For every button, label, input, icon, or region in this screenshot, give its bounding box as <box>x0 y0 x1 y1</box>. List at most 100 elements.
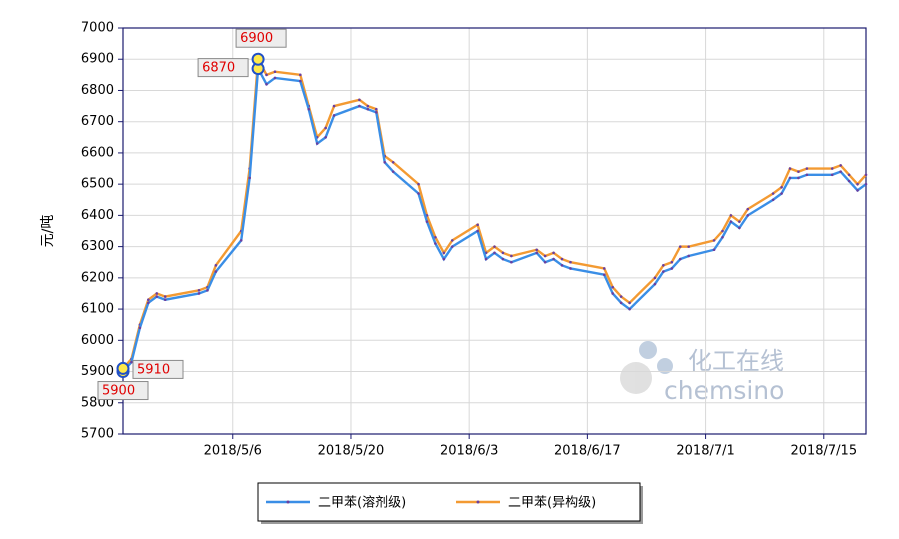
y-tick-label: 5900 <box>81 364 114 379</box>
x-tick-label: 2018/5/20 <box>318 444 385 459</box>
point <box>653 282 657 286</box>
x-tick-label: 2018/5/6 <box>204 444 262 459</box>
y-tick-label: 6700 <box>81 114 114 129</box>
point <box>484 257 488 261</box>
point <box>721 229 724 233</box>
watermark-en: chemsino <box>664 376 784 405</box>
point <box>653 276 657 280</box>
point <box>239 239 243 242</box>
point <box>273 76 277 80</box>
point <box>788 176 792 180</box>
point <box>729 220 733 223</box>
point <box>670 260 674 264</box>
point <box>324 126 327 130</box>
point <box>206 289 209 292</box>
point <box>197 292 201 295</box>
point <box>391 160 395 164</box>
y-tick-label: 6600 <box>81 145 114 160</box>
point <box>678 245 682 248</box>
legend: 二甲苯(溶剂级) 二甲苯(异构级) <box>257 482 643 524</box>
point <box>273 70 277 74</box>
point <box>602 273 606 277</box>
point <box>147 298 150 302</box>
x-tick-label: 2018/6/17 <box>554 444 621 459</box>
point <box>856 182 859 186</box>
point <box>830 173 834 177</box>
point <box>434 242 437 245</box>
point <box>611 285 615 289</box>
point <box>501 251 505 255</box>
point <box>552 251 555 255</box>
y-tick-label: 6900 <box>81 52 114 67</box>
point <box>493 245 496 248</box>
point <box>332 104 336 108</box>
point <box>771 198 775 202</box>
point <box>501 257 505 261</box>
point <box>738 220 741 223</box>
point <box>569 260 572 264</box>
point <box>543 260 547 264</box>
watermark: 化工在线 chemsino <box>620 341 784 405</box>
y-tick-label: 6300 <box>81 239 114 254</box>
point <box>687 254 690 258</box>
series-line <box>122 64 867 373</box>
data-label: 5900 <box>102 384 135 399</box>
point <box>780 192 783 195</box>
point <box>155 295 159 298</box>
point <box>847 173 851 177</box>
legend-box <box>257 482 641 522</box>
point <box>839 170 842 173</box>
point <box>299 73 302 77</box>
point <box>662 270 665 273</box>
point <box>662 264 665 267</box>
legend-label: 二甲苯(异构级) <box>508 496 596 511</box>
point <box>628 307 631 311</box>
point <box>797 176 800 180</box>
point <box>619 295 623 298</box>
y-tick-label: 6200 <box>81 270 114 285</box>
y-tick-label: 5700 <box>81 427 114 442</box>
point-highlight <box>116 361 130 375</box>
point <box>535 251 539 255</box>
point <box>299 79 302 83</box>
y-tick-label: 6400 <box>81 208 114 223</box>
point <box>214 270 218 273</box>
point <box>425 220 429 223</box>
point <box>619 301 623 305</box>
point <box>391 170 395 173</box>
point <box>560 264 564 267</box>
point <box>214 264 218 267</box>
point <box>417 182 420 186</box>
point <box>780 185 783 189</box>
point <box>560 257 564 261</box>
point <box>434 235 437 239</box>
watermark-icon <box>657 358 673 374</box>
point <box>602 267 606 270</box>
point <box>712 248 716 252</box>
point <box>358 98 361 102</box>
point <box>856 189 859 192</box>
point <box>450 239 454 242</box>
point <box>543 254 547 258</box>
point <box>864 182 868 186</box>
point <box>678 257 682 261</box>
point <box>374 111 378 114</box>
point <box>163 295 167 298</box>
point <box>493 251 496 255</box>
point <box>147 301 150 305</box>
point <box>366 107 370 111</box>
point <box>847 179 851 183</box>
point <box>197 289 201 292</box>
point <box>130 360 133 364</box>
point <box>442 257 446 261</box>
point <box>248 176 251 180</box>
y-tick-label: 6100 <box>81 302 114 317</box>
point <box>552 257 555 261</box>
label-box <box>197 58 249 78</box>
point <box>535 248 539 252</box>
point <box>712 239 716 242</box>
x-tick-label: 2018/6/3 <box>440 444 498 459</box>
point <box>265 82 268 86</box>
label-box <box>132 359 184 379</box>
